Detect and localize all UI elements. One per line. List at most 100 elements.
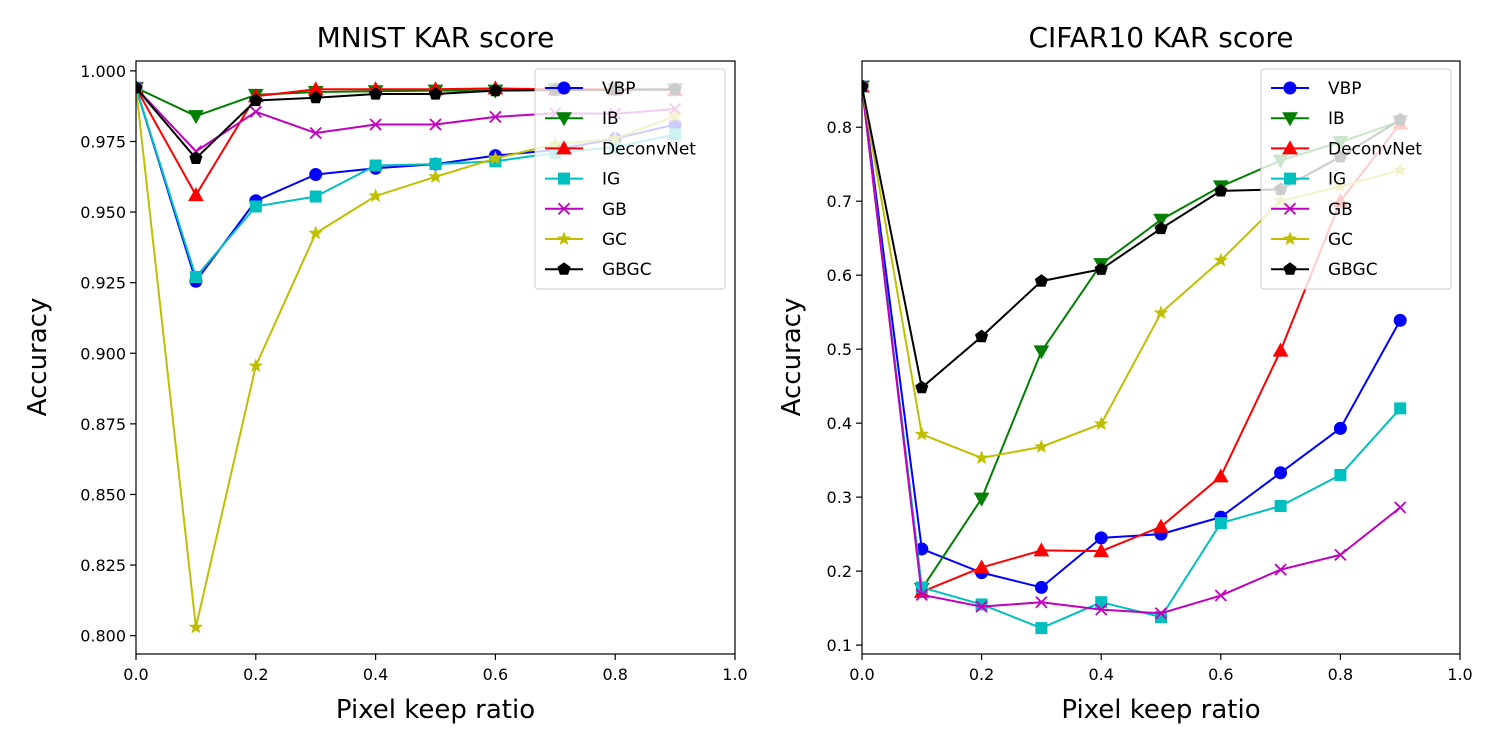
y-tick-label: 0.850 <box>80 485 126 504</box>
legend-label: DeconvNet <box>602 139 696 159</box>
y-tick-label: 0.925 <box>80 274 126 293</box>
data-point <box>309 190 322 203</box>
data-point <box>1033 345 1050 360</box>
legend-marker <box>557 81 571 95</box>
legend-marker <box>558 172 570 185</box>
legend-item: GBGC <box>545 260 652 280</box>
x-tick-label: 1.0 <box>722 665 747 684</box>
data-point <box>1094 531 1108 545</box>
data-point <box>188 619 204 634</box>
y-tick-label: 0.8 <box>827 118 852 137</box>
x-tick-label: 0.8 <box>1328 665 1353 684</box>
data-point <box>1154 221 1168 235</box>
data-point <box>1035 596 1048 609</box>
data-point <box>1154 607 1168 620</box>
data-point <box>1274 466 1288 480</box>
data-point <box>189 151 203 165</box>
data-point <box>428 169 443 183</box>
legend-label: GB <box>602 200 627 220</box>
series-line <box>862 86 1401 630</box>
legend-marker <box>1283 202 1297 215</box>
data-point <box>1214 183 1228 197</box>
legend-label: VBP <box>602 79 636 99</box>
data-point <box>369 118 382 131</box>
data-point <box>1033 542 1050 557</box>
x-tick-label: 0.0 <box>123 665 148 684</box>
data-point <box>1213 252 1229 267</box>
data-point <box>249 93 263 107</box>
data-point <box>975 329 989 343</box>
data-point <box>1034 439 1049 454</box>
data-point <box>1095 603 1108 616</box>
data-point <box>1093 416 1109 431</box>
legend-item: GB <box>1271 200 1353 220</box>
data-point <box>1153 518 1169 533</box>
legend-item: IG <box>1271 170 1346 190</box>
data-point <box>489 110 502 124</box>
legend-label: GB <box>1328 200 1353 220</box>
legend-item: DeconvNet <box>545 139 696 159</box>
y-tick-label: 0.825 <box>80 556 126 575</box>
data-point <box>862 79 869 93</box>
data-point <box>1035 622 1048 635</box>
y-tick-label: 0.7 <box>827 192 852 211</box>
legend-marker <box>1282 231 1298 246</box>
data-point <box>1334 548 1347 561</box>
legend-item: GC <box>1271 230 1353 250</box>
data-point <box>1394 402 1407 415</box>
data-point <box>915 380 929 394</box>
y-tick-label: 0.6 <box>827 266 852 285</box>
series-line <box>862 86 1402 589</box>
legend-item: IB <box>1271 109 1345 129</box>
legend-label: IG <box>602 170 620 190</box>
data-point <box>1153 305 1169 320</box>
plot-frame <box>861 60 1461 655</box>
legend-marker <box>1283 262 1297 275</box>
y-tick-label: 0.900 <box>80 344 126 363</box>
chart-panel-mnist: MNIST KAR score 0.0 0.2 0.4 0.6 0.8 1.00.8000… <box>23 21 748 725</box>
data-point <box>915 588 928 601</box>
data-point <box>975 598 988 611</box>
series-line <box>862 86 1401 615</box>
data-point <box>309 168 323 182</box>
data-point <box>1153 213 1169 228</box>
legend-box <box>534 68 726 290</box>
y-tick-label: 0.5 <box>827 340 852 359</box>
legend-item: GC <box>545 230 627 250</box>
x-tick-label: 0.4 <box>363 665 388 684</box>
x-tick-label: 0.8 <box>602 665 627 684</box>
legend-marker <box>557 262 571 275</box>
y-tick-label: 0.875 <box>80 415 126 434</box>
legend-item: DeconvNet <box>1271 139 1422 159</box>
x-tick-label: 0.0 <box>849 665 874 684</box>
data-point <box>249 200 262 213</box>
data-point <box>369 87 383 100</box>
x-tick-label: 0.6 <box>1208 665 1233 684</box>
legend-label: GBGC <box>1328 260 1378 280</box>
data-point <box>488 150 503 165</box>
legend-item: IB <box>545 109 619 129</box>
data-point <box>429 118 442 131</box>
x-tick-label: 0.2 <box>243 665 268 684</box>
data-point <box>1095 596 1108 609</box>
x-tick-label: 0.4 <box>1088 665 1113 684</box>
data-point <box>1274 500 1287 513</box>
chart-title: CIFAR10 KAR score <box>1028 21 1293 54</box>
legend-item: GB <box>545 200 627 220</box>
legend-label: IB <box>602 109 619 129</box>
data-point <box>1034 274 1048 287</box>
data-point <box>1094 262 1108 275</box>
data-point <box>428 87 443 100</box>
x-tick-label: 0.2 <box>969 665 994 684</box>
data-point <box>975 600 988 613</box>
y-axis-label: Accuracy <box>777 298 807 417</box>
data-point <box>308 225 323 240</box>
legend-marker <box>556 112 572 127</box>
legend-marker <box>1282 112 1298 127</box>
data-point <box>368 188 383 203</box>
data-point <box>488 83 502 97</box>
y-tick-label: 0.950 <box>80 203 126 222</box>
x-axis-label: Pixel keep ratio <box>336 695 535 725</box>
